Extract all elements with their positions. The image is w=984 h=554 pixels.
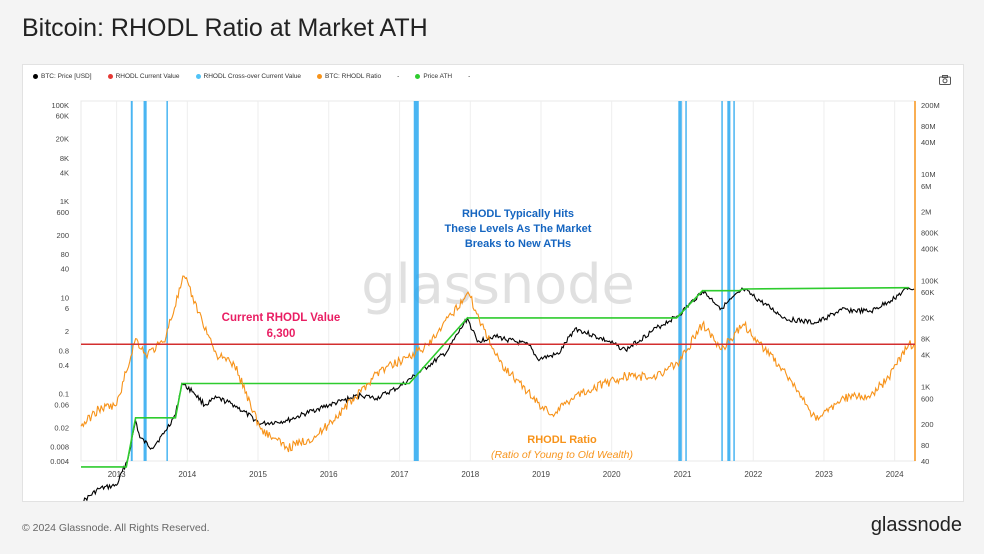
crossover-bar [130,101,133,461]
legend-item[interactable]: - [397,73,399,80]
legend: BTC: Price [USD] RHODL Current Value RHODL… [33,73,470,80]
x-tick-label: 2019 [532,470,550,479]
legend-swatch [107,74,113,79]
legend-item[interactable]: BTC: RHODL Ratio [317,73,381,80]
crossover-bar [685,101,687,461]
series-line [83,287,915,501]
y-right-tick-label: 40M [921,138,936,147]
y-right-tick-label: 600 [921,394,934,403]
x-tick-label: 2024 [886,470,904,479]
y-left-tick-label: 1K [60,197,69,206]
y-left-tick-label: 200 [56,231,69,240]
legend-swatch [415,74,421,79]
annotation-line-1: RHODL Typically Hits [462,208,574,220]
x-tick-label: 2015 [249,470,267,479]
footer-brand: glassnode [870,514,962,536]
crossover-bar [166,101,168,461]
y-left-tick-label: 4K [60,168,69,177]
x-tick-label: 2023 [815,470,833,479]
crossover-bar [721,101,723,461]
y-right-tick-label: 2M [921,207,931,216]
legend-item[interactable]: RHODL Cross-over Current Value [195,73,302,80]
watermark: glassnode [361,253,634,316]
legend-item[interactable]: BTC: Price [USD] [33,73,92,80]
y-left-tick-label: 0.1 [59,390,69,399]
y-right-tick-label: 80M [921,122,936,131]
legend-label: - [397,73,400,80]
y-right-tick-label: 10M [921,170,936,179]
y-right-tick-label: 800K [921,228,939,237]
y-left-tick-label: 0.06 [54,400,69,409]
series-line [80,275,915,453]
y-left-tick-label: 80 [61,250,69,259]
crossover-bar [143,101,147,461]
current-rhodl-value: 6,300 [267,328,296,340]
x-tick-label: 2018 [461,470,479,479]
annotation-line-3: Breaks to New ATHs [465,238,571,250]
legend-item[interactable]: Price ATH [415,73,452,80]
y-left-tick-label: 600 [56,208,69,217]
y-left-tick-label: 0.4 [59,361,69,370]
y-right-tick-label: 200 [921,420,934,429]
legend-label: - [468,73,471,80]
y-left-tick-label: 6 [65,304,69,313]
legend-swatch [195,74,201,79]
chart-card: BTC: Price [USD] RHODL Current Value RHODL… [22,64,964,502]
rhodl-ratio-title: RHODL Ratio [527,434,597,446]
chart-plot: 2013 2014 2015 2016 2017 2018 2019 2020 2021 2022… [50,100,940,501]
y-right-tick-label: 8K [921,335,930,344]
y-left-tick-label: 20K [56,135,69,144]
legend-item[interactable]: RHODL Current Value [107,73,180,80]
legend-item[interactable]: - [468,73,470,80]
y-left-tick-label: 0.008 [50,443,69,452]
y-right-tick-label: 100K [921,276,939,285]
crossover-bar [733,101,735,461]
y-left-tick-label: 2 [65,327,69,336]
crossover-bar [413,101,419,461]
current-rhodl-title: Current RHODL Value [222,312,341,324]
y-right-tick-label: 400K [921,244,939,253]
legend-label: Price ATH [423,73,453,80]
legend-label: BTC: RHODL Ratio [325,73,382,80]
x-tick-label: 2022 [744,470,762,479]
y-left-tick-label: 8K [60,154,69,163]
y-right-tick-label: 60K [921,288,934,297]
legend-swatch [33,74,38,79]
y-right-tick-label: 20K [921,314,934,323]
legend-label: RHODL Cross-over Current Value [203,73,302,80]
y-left-tick-label: 0.004 [50,457,69,466]
y-right-tick-label: 1K [921,383,930,392]
x-tick-label: 2017 [391,470,409,479]
camera-icon[interactable] [939,75,951,88]
y-left-tick-label: 10 [61,293,69,302]
y-right-tick-label: 4K [921,351,930,360]
y-right-tick-label: 200M [921,101,940,110]
x-tick-label: 2020 [603,470,621,479]
legend-label: BTC: Price [USD] [41,73,92,80]
y-left-tick-label: 0.02 [54,423,69,432]
footer-copyright: © 2024 Glassnode. All Rights Reserved. [22,522,210,534]
legend-label: RHODL Current Value [115,73,180,80]
legend-swatch [317,74,323,79]
x-tick-label: 2014 [178,470,196,479]
y-right-tick-label: 40 [921,457,929,466]
y-left-tick-label: 40 [61,265,69,274]
y-left-tick-label: 0.8 [59,346,69,355]
y-left-tick-label: 100K [51,101,69,110]
x-tick-label: 2016 [320,470,338,479]
crossover-bar [727,101,731,461]
y-left-tick-label: 60K [56,112,69,121]
series-line [81,286,909,468]
annotation-line-2: These Levels As The Market [445,223,592,235]
x-tick-label: 2021 [674,470,692,479]
page-title: Bitcoin: RHODL Ratio at Market ATH [22,14,428,42]
y-right-tick-label: 80 [921,441,929,450]
x-tick-label: 2013 [108,470,126,479]
rhodl-ratio-subtitle: (Ratio of Young to Old Wealth) [491,449,633,461]
y-right-tick-label: 6M [921,182,931,191]
crossover-bar [678,101,682,461]
